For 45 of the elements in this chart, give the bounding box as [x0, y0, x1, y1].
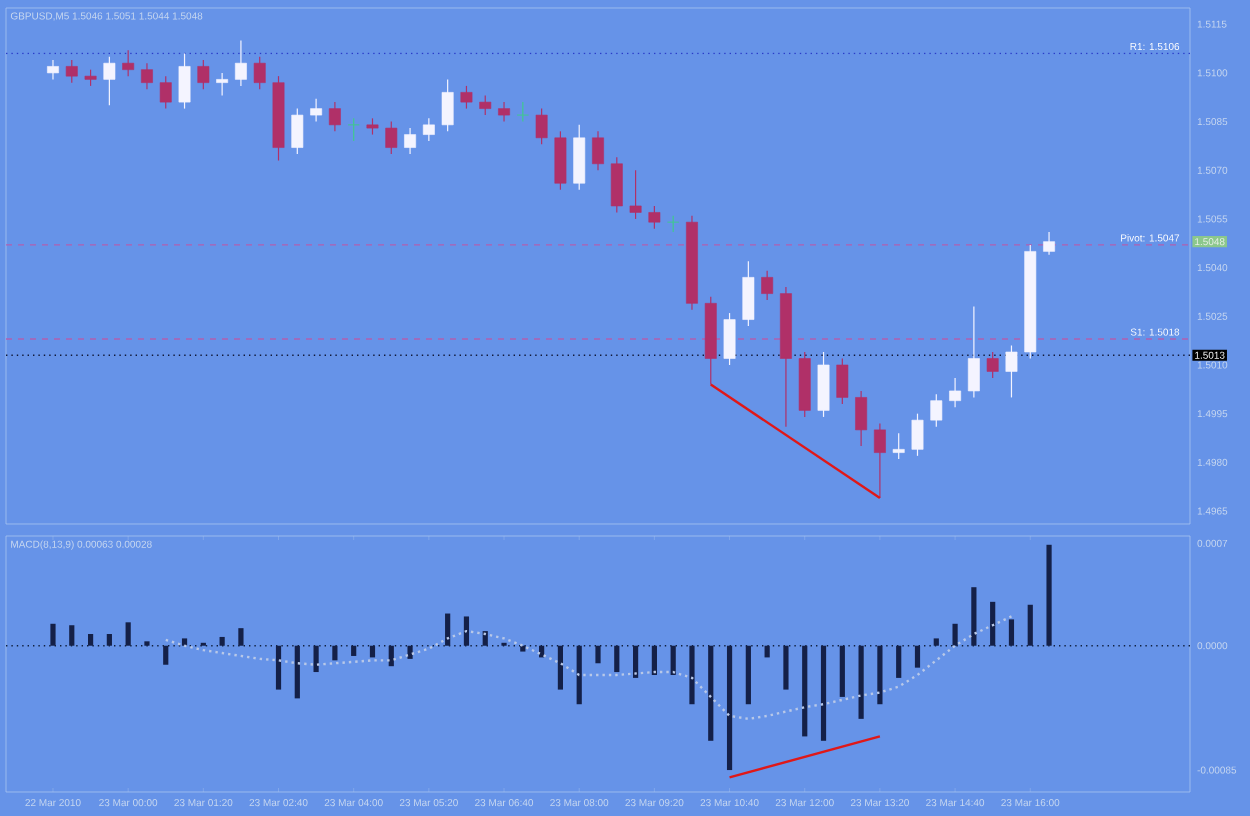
- candlestick: [592, 130, 604, 171]
- candlestick: [347, 117, 360, 142]
- candlestick: [216, 72, 229, 97]
- candlestick: [422, 117, 435, 142]
- candlestick: [629, 169, 642, 220]
- candlestick: [385, 120, 398, 155]
- candlestick: [479, 95, 492, 116]
- candlestick: [47, 59, 59, 80]
- candlestick: [610, 156, 623, 214]
- candlestick: [404, 127, 417, 155]
- candlestick: [1005, 344, 1018, 399]
- candlestick: [573, 124, 586, 191]
- candlestick: [65, 59, 78, 84]
- candlestick: [498, 101, 510, 123]
- candlestick: [516, 101, 529, 123]
- candlestick: [460, 85, 473, 110]
- candlestick: [742, 260, 755, 327]
- candlestick: [178, 52, 191, 110]
- candlestick: [441, 78, 454, 132]
- candlestick: [310, 98, 323, 123]
- candlestick: [141, 62, 153, 90]
- candlestick: [122, 49, 135, 77]
- candlestick: [949, 377, 962, 408]
- candlestick: [986, 351, 999, 379]
- candlestick: [103, 56, 116, 106]
- candlestick: [234, 39, 247, 87]
- candlestick: [930, 393, 943, 428]
- candlestick: [328, 101, 341, 132]
- candlestick: [554, 130, 567, 191]
- candlestick: [159, 75, 172, 110]
- candlestick: [535, 108, 548, 145]
- candlestick: [967, 305, 980, 399]
- candlestick: [723, 312, 736, 366]
- candlestick: [873, 422, 886, 499]
- candlestick: [197, 59, 210, 90]
- candlestick: [761, 270, 774, 301]
- candlestick: [911, 413, 924, 457]
- candlestick: [648, 205, 661, 230]
- candlestick: [836, 357, 849, 405]
- candlestick: [855, 390, 868, 447]
- candlestick: [817, 351, 830, 418]
- candlestick: [1043, 231, 1055, 256]
- candlestick: [291, 108, 304, 155]
- candlestick: [892, 432, 905, 460]
- candlestick: [253, 56, 266, 90]
